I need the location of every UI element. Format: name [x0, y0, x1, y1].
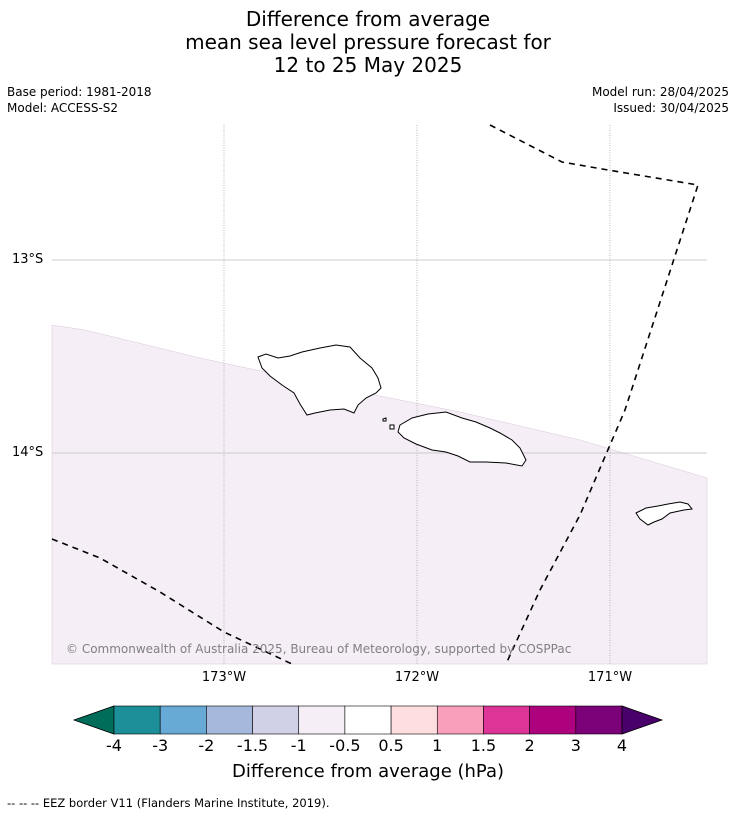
copyright-notice: © Commonwealth of Australia 2025, Bureau…: [66, 642, 572, 656]
colorbar-extend-low: [72, 705, 115, 735]
colorbar-tick: -2: [198, 736, 215, 755]
eez-border-southwest: [51, 538, 293, 665]
colorbar-segment: [483, 705, 530, 735]
island-tutuila: [635, 501, 693, 526]
colorbar-segment: [159, 705, 207, 735]
title-line-2: mean sea level pressure forecast for: [185, 30, 551, 54]
colorbar-tick: 4: [616, 736, 628, 755]
anomaly-region: [51, 324, 708, 665]
island-upolu: [397, 411, 527, 467]
colorbar-segment: [113, 705, 161, 735]
island-savaii: [257, 344, 382, 416]
colorbar-tick: -4: [106, 736, 122, 755]
meta-right: Model run: 28/04/2025 Issued: 30/04/2025: [592, 84, 729, 116]
colorbar-tick: 3: [570, 736, 581, 755]
colorbar-label: Difference from average (hPa): [231, 761, 505, 782]
islet-apolima: [382, 417, 387, 422]
model-name: Model: ACCESS-S2: [7, 101, 119, 115]
eez-legend: -- -- -- EEZ border V11 (Flanders Marine…: [7, 796, 330, 810]
lat-label-14s: 14°S: [12, 445, 44, 460]
colorbar-tick: 1: [432, 736, 443, 755]
colorbar-segment: [436, 705, 484, 735]
colorbar-tick: -3: [152, 736, 169, 755]
title-line-1: Difference from average: [245, 7, 491, 31]
colorbar-segment: [252, 705, 300, 735]
colorbar-tick: -0.5: [329, 736, 361, 755]
colorbar-tick: 0.5: [378, 736, 404, 755]
colorbar-segment: [206, 705, 253, 735]
colorbar-tick: 2: [524, 736, 535, 755]
colorbar-tick: 1.5: [470, 736, 497, 755]
colorbar-tick: -1: [290, 736, 307, 755]
base-period: Base period: 1981-2018: [7, 85, 152, 99]
colorbar-segment: [575, 705, 623, 735]
lon-label-172w: 172°W: [394, 670, 440, 685]
lon-label-171w: 171°W: [587, 670, 633, 685]
colorbar-segment: [390, 705, 438, 735]
lat-label-13s: 13°S: [12, 252, 44, 267]
meta-left: Base period: 1981-2018 Model: ACCESS-S2: [7, 84, 152, 116]
map-title: Difference from average mean sea level p…: [0, 8, 736, 77]
islet-manono: [389, 424, 395, 430]
colorbar-segment: [298, 705, 346, 735]
issued-date: Issued: 30/04/2025: [613, 101, 729, 115]
model-run: Model run: 28/04/2025: [591, 85, 729, 99]
colorbar-tick: -1.5: [236, 736, 269, 755]
colorbar-segment: [344, 705, 392, 735]
eez-border-north: [489, 124, 700, 665]
lon-label-173w: 173°W: [201, 670, 247, 685]
colorbar-extend-high: [621, 705, 664, 735]
colorbar-segment: [529, 705, 577, 735]
title-line-3: 12 to 25 May 2025: [273, 53, 463, 77]
colorbar: [72, 705, 664, 735]
